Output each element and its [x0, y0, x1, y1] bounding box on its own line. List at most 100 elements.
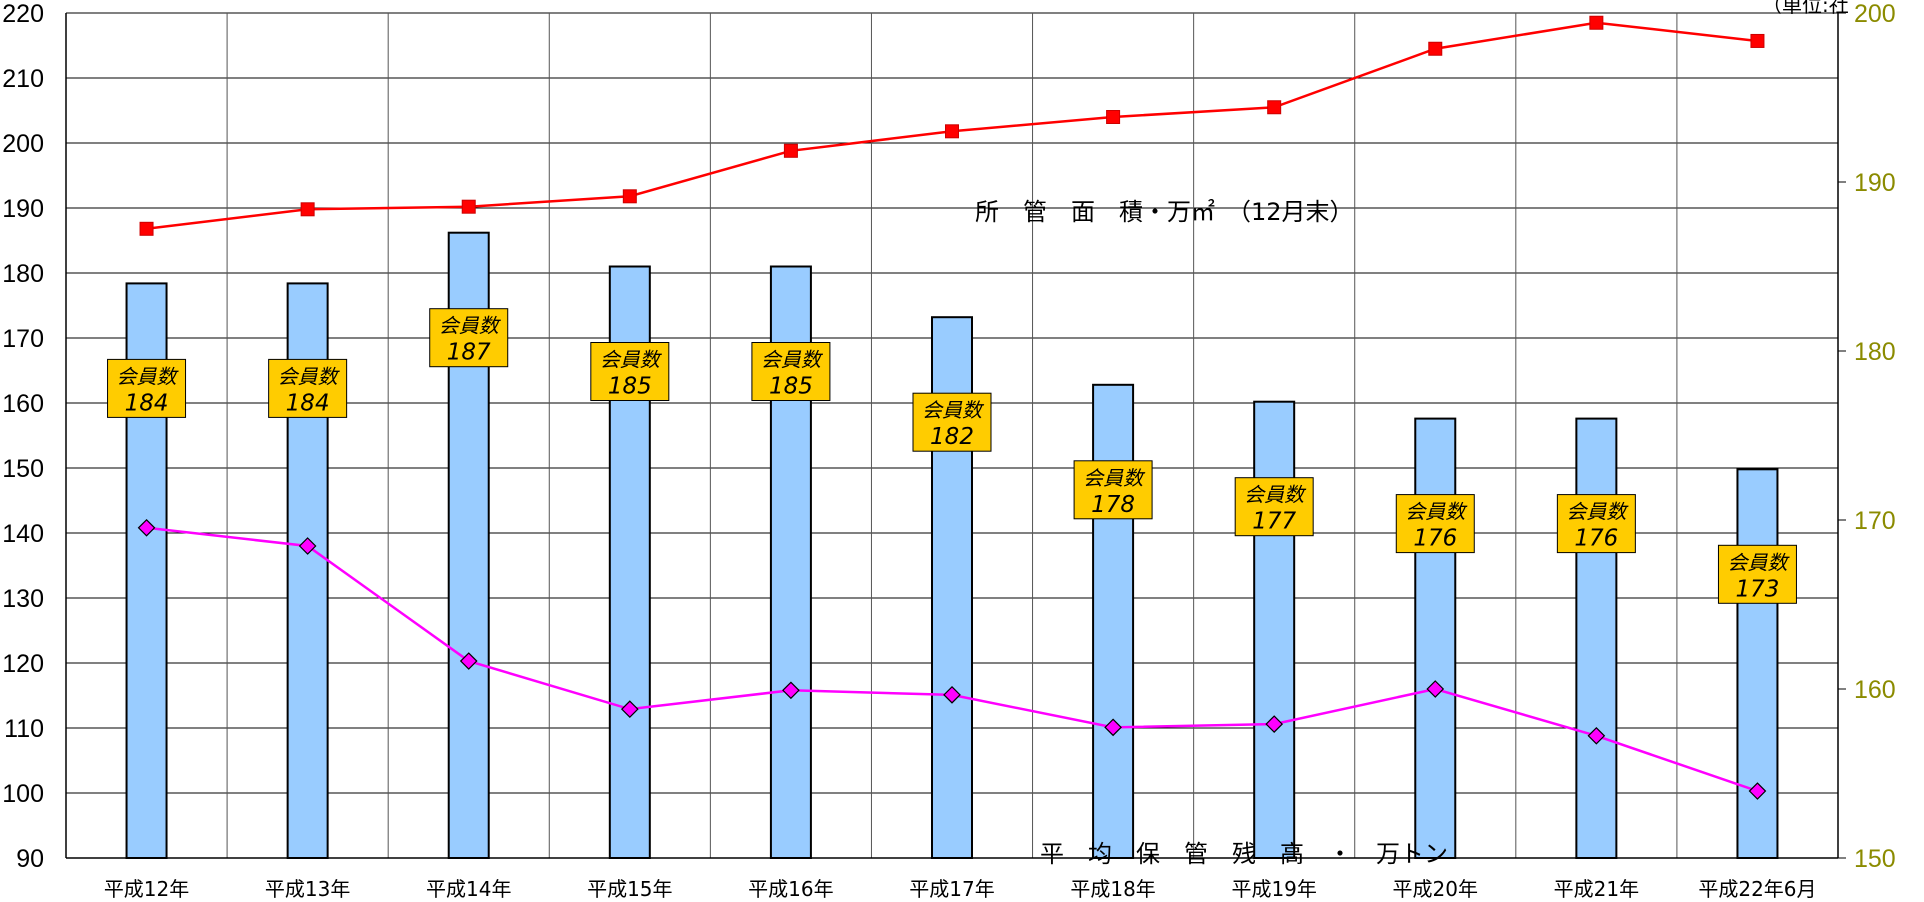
y-tick-left: 110 [4, 715, 44, 743]
label-box [107, 358, 187, 418]
y-tick-right: 180 [1854, 338, 1896, 366]
label-title: 会員数 [278, 364, 341, 388]
x-tick-label: 平成22年6月 [1698, 877, 1816, 901]
area-point [945, 124, 959, 139]
label-box [1556, 494, 1636, 554]
y-tick-left: 200 [2, 130, 44, 158]
label-box [751, 342, 831, 401]
label-title: 会員数 [117, 364, 180, 388]
x-tick-label: 平成16年 [748, 877, 833, 901]
area-point [783, 143, 798, 158]
label-value: 178 [1091, 492, 1135, 518]
label-value: 187 [447, 340, 491, 366]
y-tick-left: 180 [2, 260, 44, 288]
y-tick-left: 140 [2, 520, 44, 548]
line-series [137, 15, 1767, 800]
label-value: 184 [286, 390, 330, 416]
y-tick-right: 150 [1854, 845, 1896, 873]
y-tick-left: 220 [2, 0, 44, 28]
x-tick-label: 平成15年 [587, 877, 672, 901]
stock-point [620, 700, 639, 718]
stock-point [1265, 715, 1284, 733]
y-tick-left: 130 [2, 585, 44, 613]
bar [1253, 400, 1296, 859]
stock-point [1104, 718, 1122, 737]
y-tick-left: 190 [2, 195, 44, 223]
label-box [1234, 477, 1314, 537]
y-tick-right: 200 [1854, 0, 1896, 28]
label-box [429, 308, 509, 368]
area-series-label: 所 管 面 積・万㎡ （12月末） [975, 198, 1354, 226]
unit-label: （単位:社 [1762, 0, 1849, 17]
stock-point [1587, 726, 1606, 745]
label-value: 184 [125, 390, 169, 416]
area-point [300, 202, 315, 217]
area-point [1267, 100, 1282, 115]
label-value: 176 [1413, 526, 1457, 552]
stock-point [1426, 680, 1445, 698]
stock-series-label: 平 均 保 管 残 高 ・ 万トン [1040, 840, 1448, 868]
label-box [1717, 544, 1797, 604]
x-tick-label: 平成17年 [909, 877, 994, 901]
label-box [268, 358, 348, 418]
label-box [590, 342, 670, 401]
area-point [1589, 15, 1604, 30]
label-title: 会員数 [761, 348, 824, 372]
label-box [1073, 460, 1153, 520]
x-tick-label: 平成13年 [265, 877, 350, 901]
y-tick-left: 170 [2, 325, 44, 353]
label-value: 185 [769, 374, 813, 400]
area-point [461, 199, 476, 214]
stock-point [782, 681, 800, 700]
y-tick-right: 160 [1854, 676, 1896, 704]
stock-point [1748, 782, 1767, 800]
label-title: 会員数 [1405, 500, 1468, 524]
y-tick-left: 160 [2, 390, 44, 418]
y-tick-left: 150 [2, 455, 44, 483]
label-box [912, 392, 992, 452]
label-value: 185 [608, 374, 652, 400]
y-tick-left: 210 [2, 65, 44, 93]
x-tick-label: 平成18年 [1070, 877, 1155, 901]
x-tick-label: 平成19年 [1231, 877, 1316, 901]
y-tick-right: 170 [1854, 507, 1896, 535]
label-title: 会員数 [1244, 483, 1307, 507]
stock-point [459, 652, 478, 670]
label-title: 会員数 [1566, 500, 1629, 524]
stock-point [137, 518, 156, 537]
x-tick-label: 平成14年 [426, 877, 511, 901]
label-box [1395, 494, 1475, 554]
x-tick-label: 平成12年 [104, 877, 189, 901]
x-tick-label: 平成21年 [1554, 877, 1639, 901]
y-tick-right: 190 [1854, 169, 1896, 197]
y-tick-left: 90 [16, 845, 44, 873]
bar [1092, 383, 1135, 859]
y-tick-left: 100 [2, 780, 44, 808]
label-value: 173 [1736, 576, 1780, 602]
y-tick-left: 120 [2, 650, 44, 678]
area-point [622, 189, 637, 204]
bar [1414, 417, 1457, 859]
label-value: 176 [1574, 526, 1618, 552]
label-title: 会員数 [922, 398, 985, 422]
area-point [139, 221, 154, 236]
area-point [1428, 41, 1443, 56]
stock-point [298, 537, 317, 555]
area-point [1750, 33, 1765, 48]
label-title: 会員数 [1083, 466, 1146, 490]
label-title: 会員数 [600, 348, 663, 372]
